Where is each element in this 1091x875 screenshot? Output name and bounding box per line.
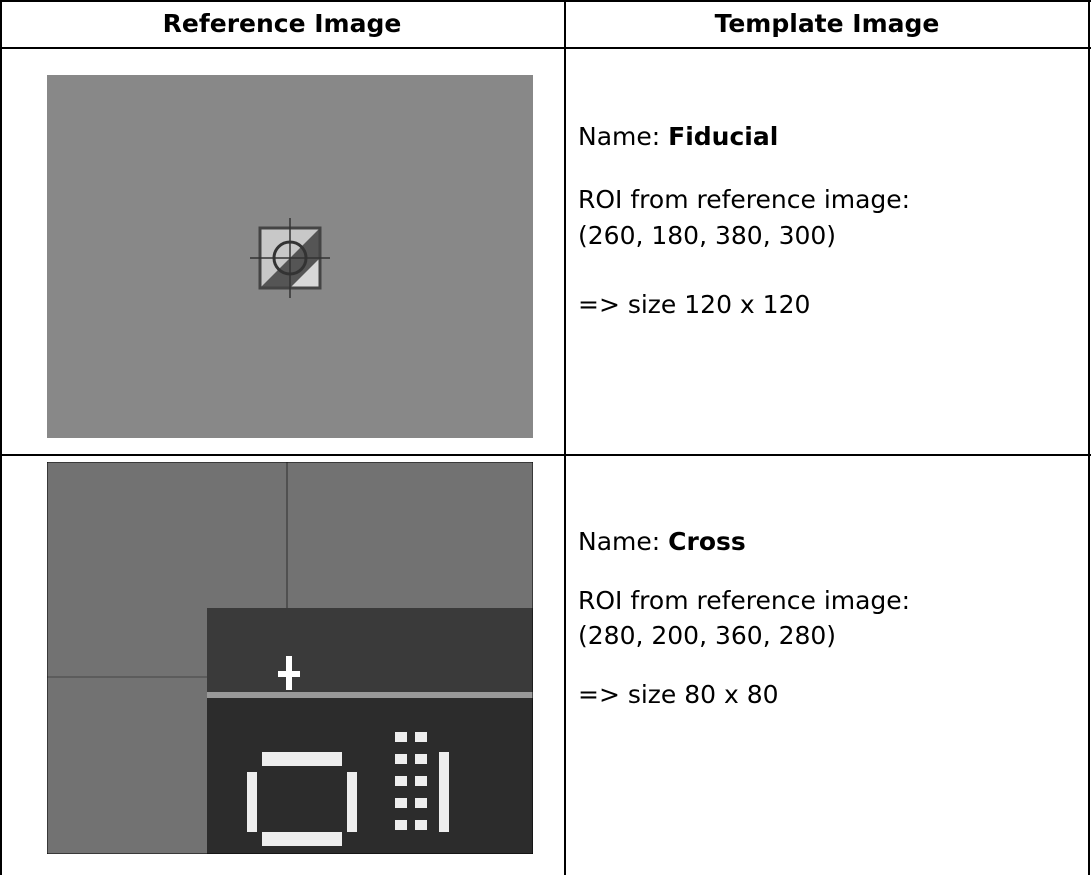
reference-image <box>47 75 533 438</box>
border <box>1088 0 1090 875</box>
reference-image <box>47 462 533 854</box>
roi: (280, 200, 360, 280) <box>578 621 837 650</box>
size: => size 80 x 80 <box>578 680 779 709</box>
border <box>0 0 1091 2</box>
roi-label: ROI from reference image: <box>578 185 911 214</box>
name-label: Name: <box>578 527 661 556</box>
header: Template Image <box>714 9 940 38</box>
name-label: Name: <box>578 122 661 151</box>
border <box>0 47 1091 49</box>
name-line: Name: Cross <box>578 527 746 557</box>
border <box>0 454 1091 456</box>
name-line: Name: Fiducial <box>578 122 778 152</box>
size: => size 120 x 120 <box>578 290 811 319</box>
border <box>564 0 566 875</box>
border <box>0 0 2 875</box>
template-name: Cross <box>668 527 746 556</box>
template-name: Fiducial <box>668 122 779 151</box>
roi: (260, 180, 380, 300) <box>578 221 837 250</box>
header: Reference Image <box>162 9 402 38</box>
roi-label: ROI from reference image: <box>578 586 911 615</box>
